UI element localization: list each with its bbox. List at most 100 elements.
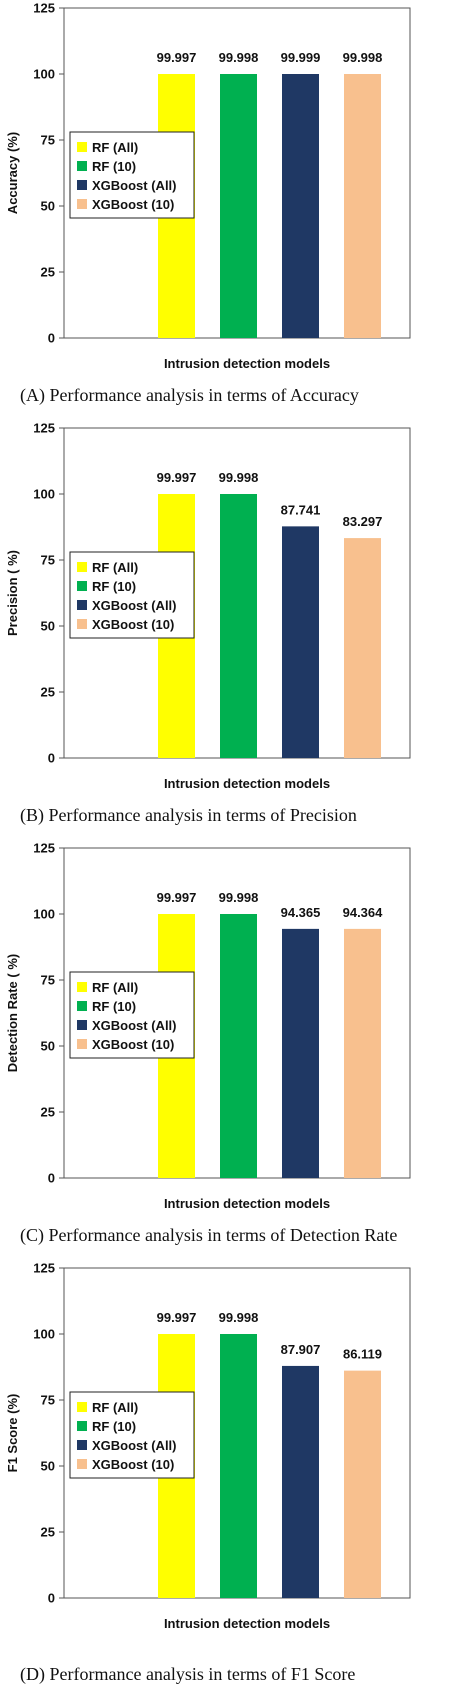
legend-box xyxy=(69,1391,195,1479)
y-tick-label: 100 xyxy=(33,67,55,82)
chart-b: 0 25 50 75 100 125 Precision ( %) Intrusion det… xyxy=(5,421,411,791)
y-tick-label: 125 xyxy=(33,1,55,16)
y-axis-label: F1 Score (%) xyxy=(5,1394,20,1473)
y-tick-label: 0 xyxy=(48,331,55,346)
data-label: 99.998 xyxy=(219,50,259,65)
data-label: 99.999 xyxy=(281,50,321,65)
legend-swatch xyxy=(77,142,87,152)
bar-xgb-all xyxy=(282,74,319,339)
legend-swatch xyxy=(77,1020,87,1030)
legend-swatch xyxy=(77,1440,87,1450)
legend-swatch xyxy=(77,600,87,610)
y-tick-label: 50 xyxy=(41,1459,55,1474)
legend-swatch xyxy=(77,1402,87,1412)
data-label: 94.365 xyxy=(281,905,321,920)
y-tick-label: 50 xyxy=(41,199,55,214)
data-label: 94.364 xyxy=(343,905,384,920)
bar-xgb-10 xyxy=(344,538,381,758)
legend-label: RF (All) xyxy=(92,140,138,155)
legend-label: RF (10) xyxy=(92,159,136,174)
y-tick-label: 125 xyxy=(33,841,55,856)
legend-swatch xyxy=(77,180,87,190)
data-label: 87.741 xyxy=(281,502,321,517)
y-tick-label: 100 xyxy=(33,907,55,922)
data-label: 99.997 xyxy=(157,50,197,65)
data-label: 99.998 xyxy=(219,1310,259,1325)
y-axis-label: Precision ( %) xyxy=(5,550,20,636)
y-tick-label: 125 xyxy=(33,1261,55,1276)
data-label: 83.297 xyxy=(343,514,383,529)
data-label: 99.998 xyxy=(343,50,383,65)
x-axis-label: Intrusion detection models xyxy=(164,356,330,371)
chart-panel-a: 0 25 50 75 100 125 Accuracy (%) Intrusion detec… xyxy=(0,0,474,420)
y-tick-label: 25 xyxy=(41,1105,55,1120)
data-label: 99.998 xyxy=(219,470,259,485)
legend-box xyxy=(69,131,195,219)
legend-label: RF (All) xyxy=(92,980,138,995)
caption-a: (A) Performance analysis in terms of Acc… xyxy=(20,385,359,405)
y-tick-label: 75 xyxy=(41,973,55,988)
legend-swatch xyxy=(77,562,87,572)
legend-label: XGBoost (All) xyxy=(92,178,177,193)
chart-d: 0 25 50 75 100 125 F1 Score (%) Intrusion detec… xyxy=(5,1261,411,1631)
caption-b: (B) Performance analysis in terms of Pre… xyxy=(20,805,357,825)
legend-box xyxy=(69,551,195,639)
legend-swatch xyxy=(77,581,87,591)
legend-label: RF (All) xyxy=(92,1400,138,1415)
bar-xgb-all xyxy=(282,1365,319,1598)
legend-swatch xyxy=(77,199,87,209)
y-tick-label: 100 xyxy=(33,1327,55,1342)
bar-xgb-10 xyxy=(344,74,381,338)
bar-xgb-all xyxy=(282,526,319,758)
legend-label: XGBoost (10) xyxy=(92,197,174,212)
y-tick-label: 0 xyxy=(48,751,55,766)
bar-rf-10 xyxy=(220,1334,257,1598)
chart-panel-b: 0 25 50 75 100 125 Precision ( %) Intrusion det… xyxy=(0,420,474,840)
data-label: 86.119 xyxy=(343,1347,382,1362)
bar-xgb-10 xyxy=(344,928,381,1178)
legend-label: XGBoost (All) xyxy=(92,598,177,613)
y-tick-label: 25 xyxy=(41,265,55,280)
legend-swatch xyxy=(77,1459,87,1469)
data-label: 99.998 xyxy=(219,890,259,905)
x-axis-label: Intrusion detection models xyxy=(164,776,330,791)
y-tick-label: 75 xyxy=(41,1393,55,1408)
y-tick-label: 25 xyxy=(41,1525,55,1540)
chart-c: 0 25 50 75 100 125 Detection Rate ( %) Intrusio… xyxy=(5,841,411,1211)
legend-label: XGBoost (10) xyxy=(92,617,174,632)
y-tick-label: 25 xyxy=(41,685,55,700)
x-axis-label: Intrusion detection models xyxy=(164,1196,330,1211)
bar-xgb-10 xyxy=(344,1370,381,1598)
legend-label: XGBoost (10) xyxy=(92,1457,174,1472)
legend-swatch xyxy=(77,982,87,992)
legend-swatch xyxy=(77,1001,87,1011)
data-label: 99.997 xyxy=(157,890,197,905)
legend-swatch xyxy=(77,1421,87,1431)
y-tick-label: 125 xyxy=(33,421,55,436)
data-label: 87.907 xyxy=(281,1342,321,1357)
data-label: 99.997 xyxy=(157,470,197,485)
y-axis-label: Accuracy (%) xyxy=(5,132,20,214)
caption-d: (D) Performance analysis in terms of F1 … xyxy=(20,1664,356,1684)
bar-rf-10 xyxy=(220,914,257,1178)
legend-label: XGBoost (All) xyxy=(92,1018,177,1033)
y-axis-label: Detection Rate ( %) xyxy=(5,954,20,1072)
chart-a: 0 25 50 75 100 125 Accuracy (%) Intrusion detec… xyxy=(5,1,411,371)
bar-rf-10 xyxy=(220,74,257,338)
legend-swatch xyxy=(77,161,87,171)
y-tick-label: 100 xyxy=(33,487,55,502)
legend-label: RF (10) xyxy=(92,1419,136,1434)
legend-label: XGBoost (All) xyxy=(92,1438,177,1453)
y-tick-label: 75 xyxy=(41,553,55,568)
legend-label: XGBoost (10) xyxy=(92,1037,174,1052)
y-tick-label: 75 xyxy=(41,133,55,148)
x-axis-label: Intrusion detection models xyxy=(164,1616,330,1631)
y-tick-label: 0 xyxy=(48,1171,55,1186)
caption-c: (C) Performance analysis in terms of Det… xyxy=(20,1225,398,1245)
data-label: 99.997 xyxy=(157,1310,197,1325)
chart-panel-d: 0 25 50 75 100 125 F1 Score (%) Intrusion detec… xyxy=(0,1260,474,1699)
legend-box xyxy=(69,971,195,1059)
legend-swatch xyxy=(77,1039,87,1049)
y-tick-label: 0 xyxy=(48,1591,55,1606)
legend-swatch xyxy=(77,619,87,629)
